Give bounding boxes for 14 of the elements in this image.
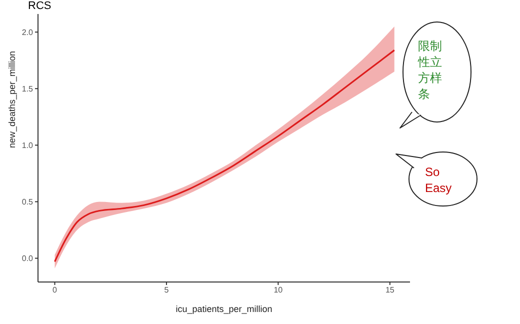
x-tick-label: 0 [52,286,58,295]
y-tick-label: 2.0 [22,28,34,37]
y-axis-title: new_deaths_per_million [7,50,18,148]
x-tick-label: 5 [164,286,170,295]
chart-title: RCS [28,0,52,12]
y-tick-label: 1.0 [22,141,34,150]
y-tick-label: 0.5 [22,198,34,207]
x-tick-label: 15 [385,286,395,295]
x-tick-label: 10 [274,286,284,295]
text: So Easy [425,165,452,195]
y-tick-label: 0.0 [22,254,34,264]
x-axis-title: icu_patients_per_million [176,304,272,314]
y-tick-label: 1.5 [22,84,34,94]
text: 限制性立方样条 [417,39,442,101]
